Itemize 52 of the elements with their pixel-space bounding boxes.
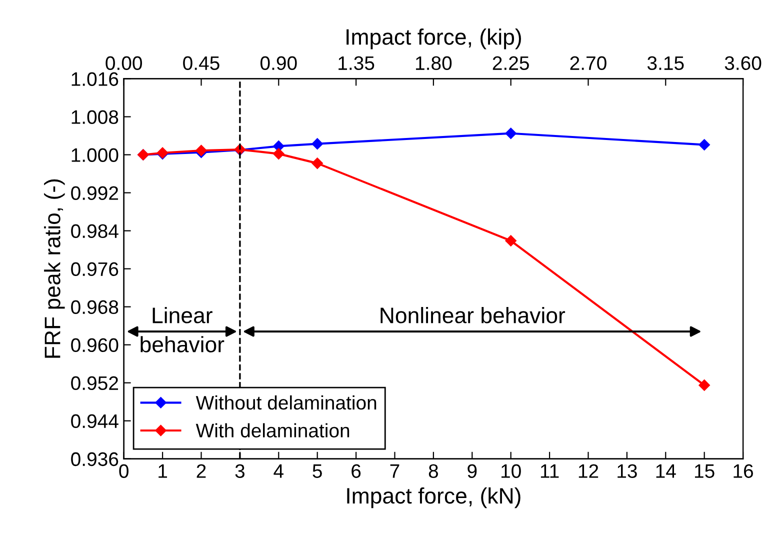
x-axis-title: Impact force, (kN): [347, 487, 520, 508]
point: [505, 128, 516, 139]
x2-tick-label: 0.90: [260, 56, 297, 70]
x-tick-label: 8: [428, 464, 438, 478]
x-tick-label: 12: [578, 464, 598, 478]
y-tick-label: 0.952: [71, 376, 118, 390]
x-tick-label: 7: [390, 464, 400, 478]
x2-tick-label: 1.35: [338, 56, 374, 70]
x2-tick-label: 3.60: [724, 56, 762, 70]
x2-tick-label: 0.45: [183, 56, 220, 70]
x-tick-label: 4: [274, 464, 284, 478]
y-tick-label: 0.960: [71, 338, 118, 352]
point: [312, 138, 323, 150]
x2-tick-label: 2.70: [570, 56, 606, 70]
annotation: behavior: [140, 336, 224, 352]
y-tick-label: 0.968: [71, 300, 118, 314]
x2-tick-label: 1.80: [416, 56, 452, 70]
point: [312, 158, 323, 169]
x-tick-label: 3: [235, 464, 244, 478]
x-tick-label: 15: [695, 464, 714, 478]
x2-tick-label: 0.00: [106, 56, 142, 70]
x-tick-label: 5: [312, 464, 322, 478]
x-tick-label: 16: [734, 464, 753, 478]
y-tick-label: 0.936: [71, 452, 118, 466]
x-tick-label: 13: [618, 464, 637, 478]
x-tick-label: 2: [196, 464, 206, 478]
point: [698, 139, 710, 150]
point: [273, 148, 284, 160]
y-tick-label: 1.000: [72, 148, 118, 162]
x-tick-label: 10: [502, 464, 521, 478]
y-tick-label: 0.992: [71, 186, 118, 200]
x-tick-label: 6: [352, 464, 361, 478]
y-tick-label: 0.976: [71, 262, 118, 276]
x-tick-label: 0: [119, 464, 128, 478]
x-tick-label: 11: [540, 464, 559, 478]
x2-axis-title: Impact force, (kip): [346, 28, 521, 50]
x-tick-label: 9: [468, 464, 477, 478]
x2-tick-label: 2.25: [492, 56, 529, 70]
y-tick-label: 0.984: [71, 224, 118, 238]
annotation: Nonlinear behavior: [380, 306, 566, 324]
x-tick-label: 14: [656, 464, 676, 478]
y-tick-label: 0.944: [71, 414, 118, 428]
x2-tick-label: 3.15: [647, 56, 684, 70]
point: [698, 380, 710, 391]
legend-label: Without delamination: [196, 395, 376, 410]
legend-label: With delamination: [196, 423, 350, 438]
y-tick-label: 1.008: [72, 110, 118, 124]
x-tick-label: 1: [158, 464, 167, 478]
y-tick-label: 1.016: [72, 72, 118, 86]
y-axis-title: FRF peak ratio, (-): [44, 179, 65, 358]
point: [505, 235, 516, 246]
annotation: Linear: [152, 306, 212, 324]
